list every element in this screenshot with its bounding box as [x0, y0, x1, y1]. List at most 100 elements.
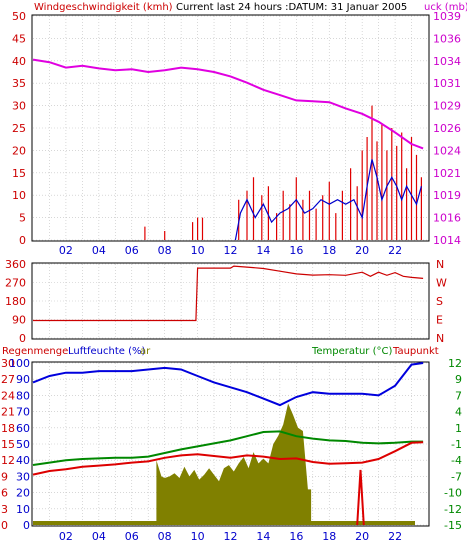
time-tick-label: 16 [289, 530, 303, 543]
temperature-tick-label: 4 [455, 406, 462, 419]
wind-tick-label: 40 [12, 55, 26, 68]
time-tick-label: 22 [388, 530, 402, 543]
pressure-tick-label: 1039 [433, 10, 461, 23]
humidity-series [32, 362, 424, 407]
compass-tick-label: W [436, 277, 447, 290]
temperature-tick-label: -7 [451, 470, 462, 483]
humidity-tick-label: 30 [16, 470, 30, 483]
rain-tick-label: 0 [1, 519, 8, 532]
wind-tick-label: 35 [12, 77, 26, 90]
wind-tick-label: 0 [19, 234, 26, 247]
rain-tick-label: 12 [1, 454, 15, 467]
pressure-tick-label: 1014 [433, 234, 461, 247]
pressure-tick-label: 1024 [433, 144, 461, 157]
humidity-tick-label: 50 [16, 438, 30, 451]
humidity-tick-label: 100 [9, 357, 30, 370]
panel-bottom-frame [31, 361, 430, 527]
time-tick-label: 22 [388, 244, 402, 257]
direction-tick-label: 180 [5, 295, 26, 308]
rain-tick-label: 6 [1, 487, 8, 500]
rain-tick-label: 18 [1, 422, 15, 435]
wind-speed-title: Windgeschwindigkeit (kmh) [34, 2, 173, 13]
temperature-tick-label: -1 [451, 438, 462, 451]
wind-gust-series [144, 105, 422, 240]
humidity-tick-label: 70 [16, 406, 30, 419]
wind-tick-label: 10 [12, 189, 26, 202]
wind-tick-label: 45 [12, 32, 26, 45]
time-tick-label: 08 [158, 530, 172, 543]
direction-tick-label: 90 [12, 314, 26, 327]
panel-middle-grid [33, 263, 428, 339]
temperature-tick-label: -10 [444, 487, 462, 500]
time-tick-label: 16 [289, 244, 303, 257]
wind-tick-label: 20 [12, 144, 26, 157]
humidity-axis-labels: 0 10 20 30 40 50 60 70 80 90 100 [9, 357, 30, 532]
time-tick-label: 02 [59, 244, 73, 257]
time-tick-label: 04 [92, 530, 106, 543]
wind-tick-label: 50 [12, 10, 26, 23]
direction-tick-label: 0 [19, 332, 26, 345]
bottom-time-axis-labels: 02 04 06 08 10 12 14 16 18 20 22 [59, 530, 402, 543]
rain-tick-label: 30 [1, 357, 15, 370]
time-tick-label: 14 [256, 244, 270, 257]
humidity-tick-label: 60 [16, 422, 30, 435]
pressure-tick-label: 1029 [433, 100, 461, 113]
time-tick-label: 10 [191, 530, 205, 543]
pressure-tick-label: 1031 [433, 77, 461, 90]
time-tick-label: 12 [224, 530, 238, 543]
rain-baseline-bar [33, 521, 415, 525]
time-tick-label: 12 [224, 244, 238, 257]
pressure-title: uck (mb) [424, 2, 467, 13]
direction-tick-label: 360 [5, 258, 26, 271]
humidity-tick-label: 40 [16, 454, 30, 467]
temperature-tick-label: -4 [451, 454, 462, 467]
time-tick-label: 06 [125, 530, 139, 543]
temperature-tick-label: -12 [444, 503, 462, 516]
panel-top-frame [31, 14, 430, 242]
rain-tick-label: 21 [1, 406, 15, 419]
rain-axis-labels: 0 3 6 9 12 15 18 21 24 27 30 [1, 357, 15, 532]
humidity-tick-label: 90 [16, 373, 30, 386]
temperature-tick-label: 9 [455, 373, 462, 386]
wind-average-series [234, 159, 422, 241]
rain-title: Regenmenge [2, 346, 68, 357]
pressure-series [32, 58, 424, 150]
humidity-title: Luftfeuchte (%) [68, 346, 146, 357]
wind-tick-label: 25 [12, 122, 26, 135]
panel-middle-frame [31, 262, 430, 340]
humidity-tick-label: 80 [16, 389, 30, 402]
compass-tick-label: N [436, 258, 444, 271]
time-tick-label: 06 [125, 244, 139, 257]
time-tick-label: 20 [355, 530, 369, 543]
wind-axis-labels: 0 5 10 15 20 25 30 35 40 45 50 [12, 10, 26, 247]
rain-tick-label: 27 [1, 373, 15, 386]
humidity-tick-label: 20 [16, 487, 30, 500]
time-tick-label: 14 [256, 530, 270, 543]
direction-tick-label: 270 [5, 277, 26, 290]
time-tick-label: 04 [92, 244, 106, 257]
wind-tick-label: 15 [12, 167, 26, 180]
time-tick-label: 10 [191, 244, 205, 257]
compass-tick-label: N [436, 332, 444, 345]
wind-direction-series [33, 265, 424, 322]
compass-tick-label: S [436, 295, 443, 308]
humidity-tick-label: 0 [23, 519, 30, 532]
pressure-tick-label: 1016 [433, 212, 461, 225]
rain-tick-label: 9 [1, 470, 8, 483]
temperature-tick-label: -15 [444, 519, 462, 532]
pressure-tick-label: 1034 [433, 55, 461, 68]
dewpoint-series [32, 441, 424, 476]
time-tick-label: 02 [59, 530, 73, 543]
compass-tick-label: E [436, 314, 443, 327]
time-tick-label: 08 [158, 244, 172, 257]
time-tick-label: 18 [322, 530, 336, 543]
temperature-tick-label: 7 [455, 389, 462, 402]
pressure-tick-label: 1036 [433, 32, 461, 45]
pressure-axis-labels: 1014 1016 1019 1021 1024 1026 1029 1031 1034 1036… [433, 10, 461, 247]
rain-tick-label: 24 [1, 389, 15, 402]
temperature-tick-label: 1 [455, 422, 462, 435]
top-time-axis-labels: 02 04 06 08 10 12 14 16 18 20 22 [59, 244, 402, 257]
dewpoint-title: Taupunkt [392, 346, 439, 357]
